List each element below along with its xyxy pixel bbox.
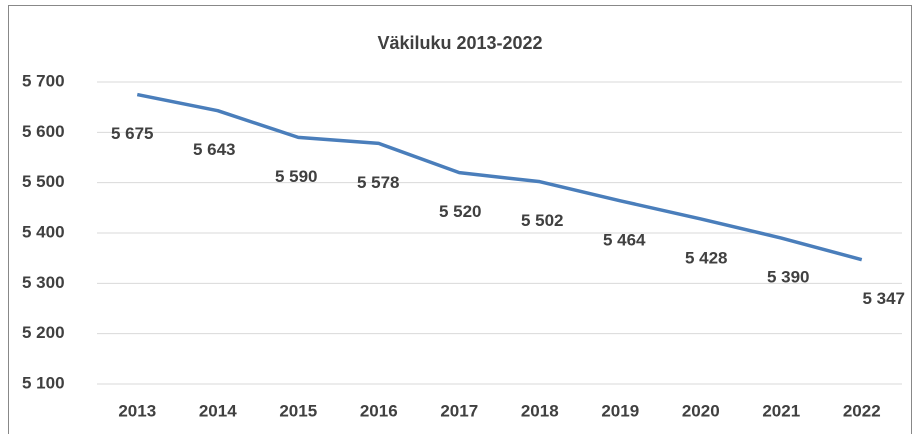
x-tick-label: 2016 [360,401,398,420]
data-label: 5 578 [357,173,400,192]
x-tick-label: 2015 [279,401,317,420]
data-label: 5 590 [275,167,318,186]
data-label: 5 390 [767,268,810,287]
chart-title: Väkiluku 2013-2022 [377,33,542,53]
x-tick-label: 2013 [118,401,156,420]
data-label: 5 675 [111,124,154,143]
data-label: 5 502 [521,211,564,230]
x-tick-label: 2018 [521,401,559,420]
y-tick-label: 5 300 [22,273,65,292]
data-label: 5 347 [862,289,905,308]
y-tick-label: 5 500 [22,172,65,191]
x-tick-label: 2020 [682,401,720,420]
data-label: 5 428 [685,248,728,267]
y-tick-label: 5 100 [22,373,65,392]
data-label: 5 464 [603,230,646,249]
x-tick-label: 2019 [601,401,639,420]
chart-border [8,5,912,434]
data-label: 5 520 [439,202,482,221]
data-label: 5 643 [193,140,236,159]
x-tick-label: 2022 [843,401,881,420]
x-tick-label: 2021 [762,401,800,420]
y-tick-label: 5 200 [22,323,65,342]
y-tick-label: 5 600 [22,122,65,141]
line [136,92,863,262]
y-tick-label: 5 400 [22,222,65,241]
y-tick-label: 5 700 [22,71,65,90]
x-tick-label: 2017 [440,401,478,420]
x-tick-label: 2014 [199,401,237,420]
